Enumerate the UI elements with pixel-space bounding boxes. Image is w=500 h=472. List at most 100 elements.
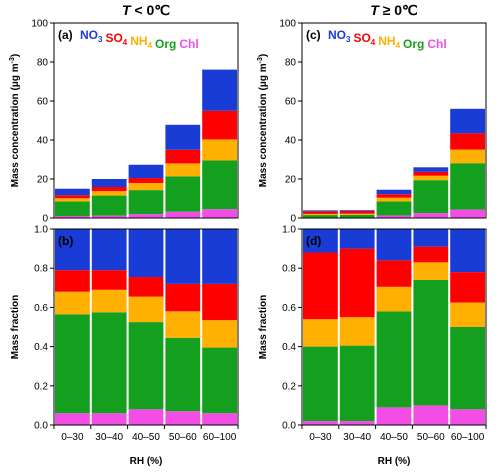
bar-no3 [450,229,485,273]
bar-chl [450,409,485,425]
bar-so4 [128,178,164,184]
bar-nh4 [303,319,338,347]
bar-so4 [303,252,338,320]
y-tick-label: 20 [37,175,49,186]
bar-no3 [91,229,127,271]
bar-org [91,195,127,216]
bar-no3 [376,229,412,261]
bar-org [202,347,237,414]
column-title-cond: < 0℃ [131,2,171,18]
legend-entry-nh4: NH [130,34,147,48]
y-tick-label: 40 [285,136,297,147]
bar-nh4 [339,317,375,346]
bar-so4 [376,260,412,287]
y-axis-label: Mass concentration (μg m-3) [257,54,269,188]
bar-no3 [303,210,338,212]
bar-so4 [55,270,90,292]
bar-org [91,312,127,414]
bar-nh4 [91,191,127,196]
bar-so4 [55,195,90,199]
y-axis-label: Mass concentration (μg m-3) [9,54,21,188]
bar-org [303,346,338,422]
bar-org [55,201,90,217]
plot-frame [301,22,487,219]
panel-label: (b) [58,234,73,248]
bar-chl [91,413,127,425]
bar-so4 [339,248,375,318]
bar-no3 [376,189,412,195]
legend-sub: 3 [346,35,351,44]
bar-no3 [91,179,127,187]
column-title-cond: ≥ 0℃ [379,2,418,18]
y-tick-label: 0.8 [282,264,296,275]
bar-nh4 [128,296,164,323]
legend-entry-org: Org [155,37,176,51]
y-tick-label: 80 [285,58,297,69]
bar-chl [55,413,90,425]
legend-sub: 4 [371,38,376,47]
bar-so4 [450,133,485,150]
bar-org [165,176,201,212]
y-tick-label: 0 [290,214,296,225]
y-tick-label: 0.4 [282,342,296,353]
bar-org [450,327,485,410]
bar-no3 [55,188,90,196]
x-tick-label: 50–60 [417,432,445,443]
panel-label: (d) [306,234,321,248]
legend-entry-org: Org [403,37,424,51]
bar-no3 [202,229,237,284]
bar-no3 [165,229,201,284]
bar-nh4 [450,149,485,164]
bar-chl [413,213,449,218]
bar-so4 [165,149,201,164]
bar-no3 [413,229,449,247]
bar-chl [128,409,164,425]
bar-so4 [202,110,237,140]
y-tick-label: 80 [37,58,49,69]
x-tick-label: 40–50 [132,432,160,443]
bar-so4 [450,272,485,303]
bar-org [202,160,237,210]
bar-no3 [339,210,375,211]
bar-org [450,163,485,210]
column-title: T ≥ 0℃ [370,2,418,18]
bar-so4 [91,270,127,290]
y-axis-label: Mass fraction [258,295,269,359]
y-tick-label: 0.6 [34,303,48,314]
x-axis-label: RH (%) [130,456,163,467]
bar-so4 [413,246,449,263]
bar-so4 [202,283,237,321]
y-tick-label: 1.0 [282,225,296,236]
legend-entry-so4: SO [353,31,370,45]
legend-sub: 4 [123,38,128,47]
bar-nh4 [55,291,90,315]
legend-entry-chl: Chl [427,37,446,51]
bar-chl [165,411,201,425]
x-tick-label: 50–60 [169,432,197,443]
bar-org [303,215,338,218]
column-title: T < 0℃ [122,2,170,18]
bar-chl [55,216,90,218]
x-tick-label: 40–50 [380,432,408,443]
bar-org [413,279,449,406]
y-tick-label: 20 [285,175,297,186]
bar-nh4 [376,197,412,202]
y-tick-label: 60 [285,97,297,108]
x-tick-label: 60–100 [203,432,237,443]
column-title-var: T [122,2,132,18]
bar-no3 [450,108,485,134]
bar-nh4 [413,175,449,181]
x-tick-label: 30–40 [95,432,123,443]
y-tick-label: 0.6 [282,303,296,314]
bar-chl [413,405,449,425]
bar-nh4 [128,183,164,191]
bar-no3 [303,229,338,253]
bar-org [339,214,375,218]
x-tick-label: 60–100 [451,432,485,443]
panel-label: (c) [306,28,321,42]
bar-chl [450,209,485,218]
legend-entry-so4: SO [105,31,122,45]
bar-so4 [376,194,412,198]
y-tick-label: 100 [31,19,48,30]
legend-sub: 4 [148,41,153,50]
